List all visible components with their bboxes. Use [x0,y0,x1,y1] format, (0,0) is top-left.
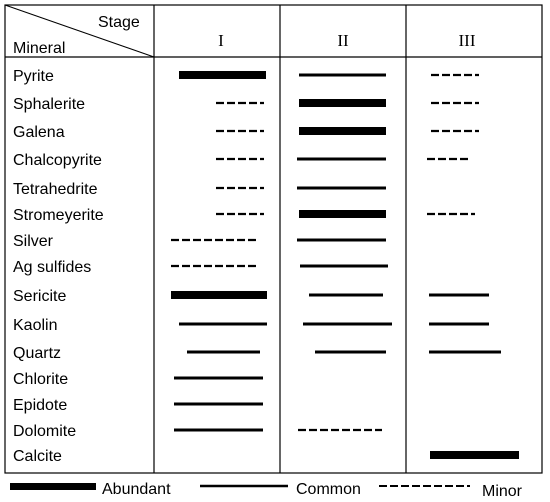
mineral-name: Chlorite [13,371,68,388]
mineral-name: Dolomite [13,423,76,440]
mineral-row-kaolin: Kaolin [13,317,489,334]
legend: Abundant Common Minor [10,481,523,500]
legend-minor-label: Minor [482,483,523,500]
mineral-name: Tetrahedrite [13,181,98,198]
header-mineral-label: Mineral [13,40,65,57]
mineral-name: Stromeyerite [13,207,104,224]
mineral-row-silver: Silver [13,233,386,250]
legend-abundant-label: Abundant [102,481,171,498]
mineral-name: Ag sulfides [13,259,91,276]
mineral-name: Pyrite [13,68,54,85]
legend-common-label: Common [296,481,361,498]
mineral-row-epidote: Epidote [13,397,263,414]
mineral-row-pyrite: Pyrite [13,68,479,85]
table-frame [4,4,543,474]
mineral-row-tetrahedrite: Tetrahedrite [13,181,386,198]
stage-3-header: III [459,31,476,50]
mineral-row-chalcopyrite: Chalcopyrite [13,152,471,169]
mineral-row-sphalerite: Sphalerite [13,96,479,113]
mineral-name: Kaolin [13,317,57,334]
mineral-row-ag-sulfides: Ag sulfides [13,259,388,276]
mineral-name: Epidote [13,397,67,414]
mineral-name: Sericite [13,288,66,305]
mineral-row-stromeyerite: Stromeyerite [13,207,475,224]
mineral-row-quartz: Quartz [13,345,501,362]
legend-abundant-swatch [10,483,96,490]
mineral-name: Calcite [13,448,62,465]
mineral-name: Silver [13,233,54,250]
stage-1-header: I [218,31,224,50]
header-stage-label: Stage [98,14,140,31]
mineral-row-chlorite: Chlorite [13,371,263,388]
mineral-row-dolomite: Dolomite [13,423,382,440]
mineral-name: Chalcopyrite [13,152,102,169]
header-diagonal [4,4,155,58]
mineral-rows: Pyrite Sphalerite Galena Chalcopyrite Tetrah… [13,68,519,465]
stage-2-header: II [337,31,349,50]
mineral-row-calcite: Calcite [13,448,519,465]
mineral-name: Quartz [13,345,61,362]
mineral-row-galena: Galena [13,124,479,141]
mineral-name: Galena [13,124,65,141]
mineral-row-sericite: Sericite [13,288,489,305]
mineral-name: Sphalerite [13,96,85,113]
